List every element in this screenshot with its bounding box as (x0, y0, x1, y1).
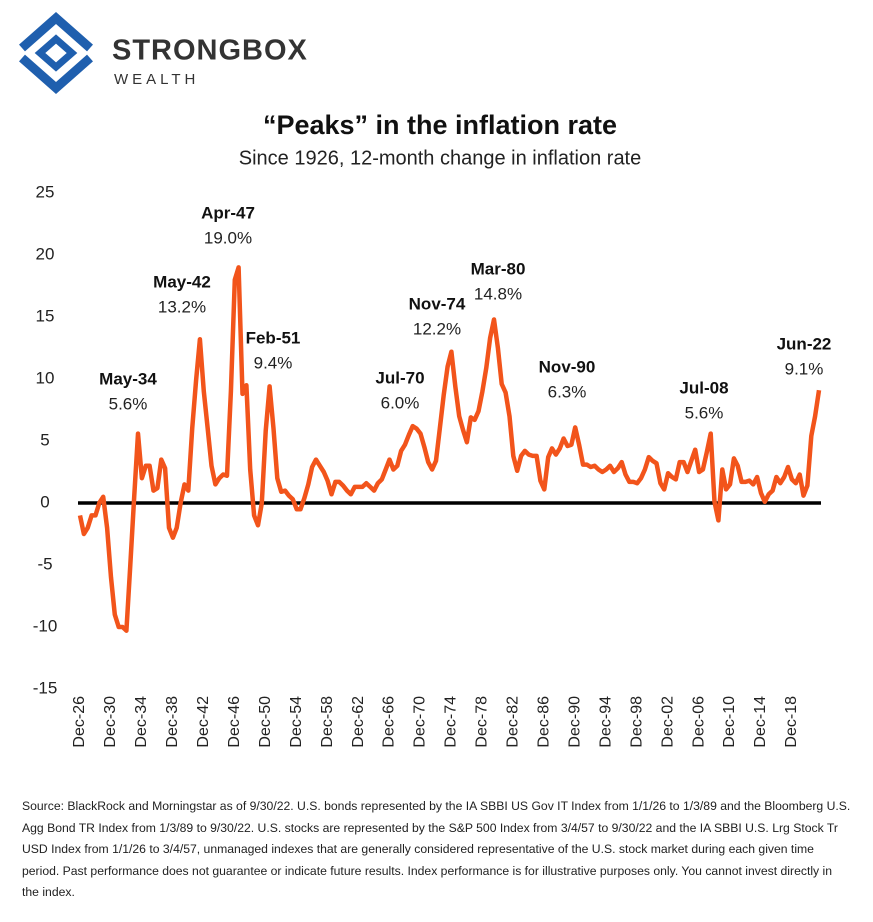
x-tick-label: Dec-78 (474, 696, 491, 748)
annotation-label: Jul-70 (375, 368, 424, 387)
chart-subtitle: Since 1926, 12-month change in inflation… (239, 147, 642, 169)
y-tick-label: 20 (36, 244, 55, 263)
y-tick-label: -10 (33, 616, 58, 635)
y-tick-label: 0 (40, 492, 49, 511)
annotation-label: May-34 (99, 369, 157, 388)
x-tick-label: Dec-46 (226, 696, 243, 748)
annotation-label: Nov-74 (409, 294, 466, 313)
x-tick-label: Dec-94 (597, 696, 614, 748)
logo-sub: WEALTH (114, 71, 199, 88)
annotation-label: Mar-80 (471, 259, 526, 278)
annotation-value: 12.2% (413, 319, 461, 338)
annotation-value: 5.6% (109, 394, 148, 413)
x-tick-label: Dec-50 (257, 696, 274, 748)
x-tick-label: Dec-06 (690, 696, 707, 748)
logo-name: STRONGBOX (112, 35, 308, 67)
y-tick-label: 15 (36, 306, 55, 325)
annotation-value: 19.0% (204, 228, 252, 247)
y-tick-label: 10 (36, 368, 55, 387)
data-line (77, 265, 822, 633)
annotation-value: 9.4% (254, 353, 293, 372)
x-tick-label: Dec-86 (536, 696, 553, 748)
annotation-value: 9.1% (785, 359, 824, 378)
x-tick-label: Dec-10 (721, 696, 738, 748)
x-tick-label: Dec-90 (566, 696, 583, 748)
chart: STRONGBOX WEALTH “Peaks” in the inflatio… (19, 11, 832, 748)
annotation-label: Jul-08 (679, 378, 728, 397)
annotation-label: Apr-47 (201, 203, 255, 222)
x-tick-label: Dec-14 (752, 696, 769, 748)
x-tick-label: Dec-18 (783, 696, 800, 748)
annotation-value: 13.2% (158, 297, 206, 316)
x-tick-label: Dec-54 (288, 696, 305, 748)
x-tick-label: Dec-58 (319, 696, 336, 748)
annotation-value: 6.3% (548, 382, 587, 401)
annotation-value: 14.8% (474, 284, 522, 303)
y-tick-label: 5 (40, 430, 49, 449)
x-tick-label: Dec-66 (381, 696, 398, 748)
x-tick-label: Dec-70 (412, 696, 429, 748)
x-tick-label: Dec-34 (133, 696, 150, 748)
annotation-label: May-42 (153, 272, 211, 291)
chart-title: “Peaks” in the inflation rate (263, 110, 617, 140)
x-tick-label: Dec-74 (443, 696, 460, 748)
logo-icon (19, 11, 93, 95)
x-tick-label: Dec-62 (350, 696, 367, 748)
y-tick-label: 25 (36, 182, 55, 201)
x-tick-label: Dec-82 (505, 696, 522, 748)
annotation-value: 6.0% (381, 393, 420, 412)
x-tick-label: Dec-26 (71, 696, 88, 748)
annotation-value: 5.6% (685, 403, 724, 422)
annotation-label: Jun-22 (777, 334, 832, 353)
annotation-label: Nov-90 (539, 357, 596, 376)
x-tick-label: Dec-98 (628, 696, 645, 748)
x-tick-label: Dec-30 (102, 696, 119, 748)
x-tick-label: Dec-38 (164, 696, 181, 748)
x-tick-label: Dec-02 (659, 696, 676, 748)
y-tick-label: -5 (37, 554, 52, 573)
source-note: Source: BlackRock and Morningstar as of … (22, 799, 851, 899)
x-tick-label: Dec-42 (195, 696, 212, 748)
annotation-label: Feb-51 (246, 328, 301, 347)
y-tick-label: -15 (33, 678, 58, 697)
